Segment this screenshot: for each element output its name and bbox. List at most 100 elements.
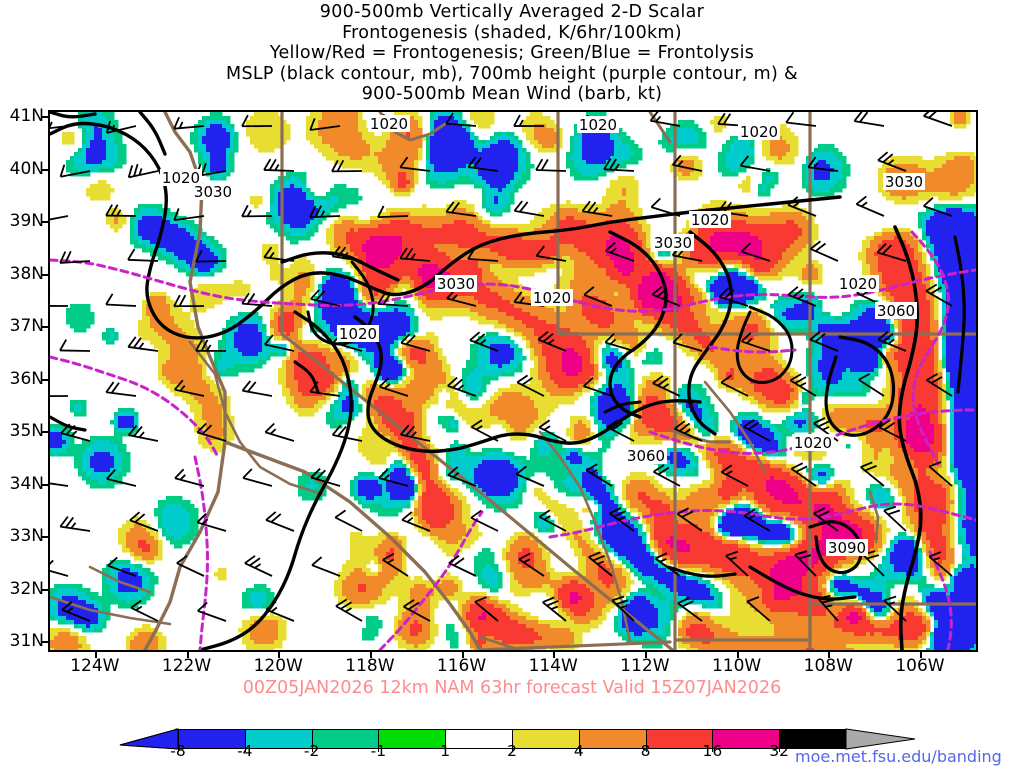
map-canvas: 1020 1020 10201020102010201020102010203030… <box>50 112 976 650</box>
contour-label: 1020 <box>738 123 780 141</box>
wind-barb <box>652 375 681 397</box>
colorbar-segment <box>311 729 379 749</box>
wind-barb <box>611 595 635 622</box>
colorbar-tick <box>578 747 580 752</box>
contour-label: 1020 <box>368 115 410 133</box>
wind-barb <box>790 462 817 487</box>
wind-barb <box>883 595 907 622</box>
wind-barb <box>241 380 273 397</box>
wind-barb <box>445 112 477 127</box>
colorbar-tick-label: -2 <box>303 742 320 760</box>
wind-barb <box>535 158 567 172</box>
colorbar-tick-label: 32 <box>769 742 790 760</box>
wind-barb <box>787 286 817 307</box>
contour-label: 1020 <box>837 275 879 293</box>
wind-barb <box>603 158 635 172</box>
wind-barb <box>309 205 341 219</box>
wind-barb <box>739 155 771 172</box>
wind-barb <box>242 468 273 487</box>
wind-barb <box>515 465 545 487</box>
wind-barb <box>50 295 69 307</box>
x-axis-tick <box>644 651 647 658</box>
wind-barb <box>59 339 91 352</box>
wind-barb <box>447 376 477 397</box>
wind-barb <box>310 468 341 487</box>
colorbar-tick <box>779 747 781 752</box>
wind-barb <box>241 114 273 128</box>
y-axis-label: 35N <box>9 421 44 442</box>
y-axis-tick <box>41 588 49 591</box>
wind-barb <box>858 372 885 397</box>
wind-barb <box>195 339 227 352</box>
wind-barb <box>241 292 273 307</box>
colorbar-tick-label: 16 <box>702 742 723 760</box>
wind-barb <box>588 551 613 577</box>
wind-barb <box>400 424 431 442</box>
wind-barb <box>785 112 817 127</box>
contour-label-layer: 1020 1020 10201020102010201020102010203030… <box>160 115 925 557</box>
y-axis-label: 40N <box>9 158 44 179</box>
wind-barb <box>860 461 885 487</box>
y-axis-label: 41N <box>9 106 44 127</box>
wind-barb <box>923 112 953 127</box>
wind-barb <box>59 250 91 264</box>
wind-barb <box>537 331 567 352</box>
wind-barb <box>309 381 341 397</box>
contour-label: 3030 <box>652 234 694 252</box>
title-line-1: 900-500mb Vertically Averaged 2-D Scalar <box>319 2 705 22</box>
colorbar-tick-label: 1 <box>440 742 451 760</box>
wind-barb <box>107 556 137 577</box>
colorbar-segment <box>779 729 846 749</box>
wind-barb <box>377 292 409 307</box>
wind-barb <box>876 242 907 262</box>
wind-barb <box>50 215 69 221</box>
wind-barb <box>331 159 363 173</box>
colorbar <box>178 729 846 749</box>
wind-barb <box>61 601 91 622</box>
wind-barb <box>651 285 681 307</box>
watermark-link[interactable]: moe.met.fsu.edu/banding <box>795 747 1002 766</box>
wind-barb <box>241 204 273 218</box>
wind-barb <box>60 423 91 442</box>
wind-barb <box>674 420 703 442</box>
y-axis-label: 32N <box>9 578 44 599</box>
wind-barb <box>377 205 409 219</box>
wind-barb <box>581 200 613 217</box>
x-axis-label: 112W <box>620 656 670 676</box>
wind-barb <box>331 245 363 262</box>
wind-barb <box>671 154 703 172</box>
wind-barb <box>606 419 635 442</box>
y-axis-tick <box>41 641 49 644</box>
wind-barb <box>467 247 499 262</box>
x-axis-tick <box>919 651 922 658</box>
wind-barb <box>535 245 567 262</box>
wind-barb <box>196 512 227 532</box>
wind-barb <box>653 464 681 487</box>
wind-barb <box>650 197 681 217</box>
colorbar-tick <box>445 747 447 752</box>
wind-barb <box>542 596 567 622</box>
x-axis-tick <box>553 651 556 658</box>
wind-barb <box>50 559 69 577</box>
wind-barb <box>382 553 409 577</box>
wind-barb <box>817 594 839 622</box>
wind-barb <box>677 597 703 622</box>
wind-barb <box>50 395 69 397</box>
wind-barb <box>649 112 681 127</box>
x-axis-label: 118W <box>345 656 395 676</box>
colorbar-tick <box>645 747 647 752</box>
wind-barb <box>794 550 817 577</box>
wind-barb <box>174 468 205 487</box>
y-axis-tick <box>41 378 49 381</box>
y-axis-tick <box>41 431 49 434</box>
x-axis-label: 124W <box>70 656 120 676</box>
wind-barb <box>310 289 341 307</box>
wind-barb <box>538 419 567 442</box>
colorbar-segment <box>712 729 780 749</box>
wind-barb <box>105 120 137 134</box>
wind-barb <box>928 461 953 487</box>
x-axis-label: 114W <box>528 656 578 676</box>
x-axis-tick <box>828 651 831 658</box>
contour-label: 3030 <box>435 275 477 293</box>
chart-title: 900-500mb Vertically Averaged 2-D Scalar… <box>0 2 1024 105</box>
